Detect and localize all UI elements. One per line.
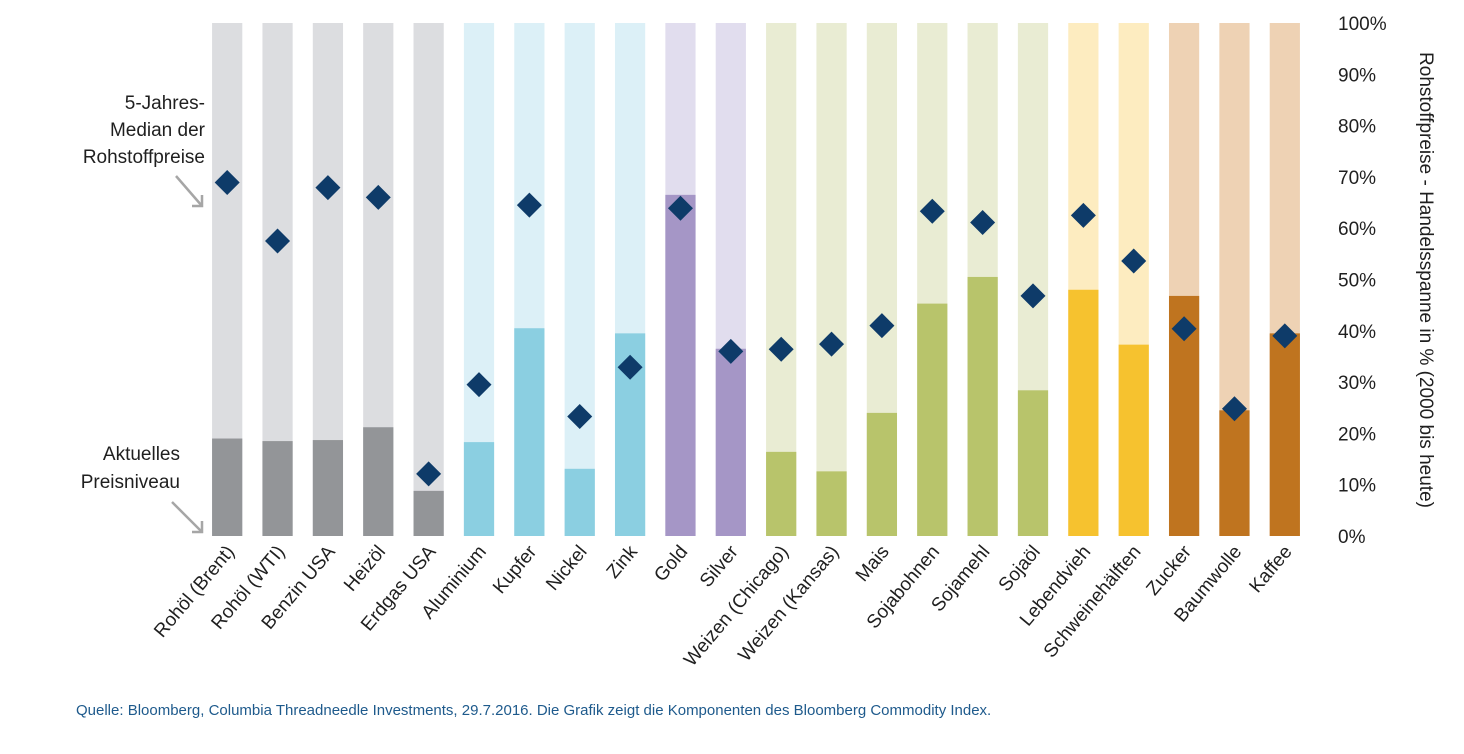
current-bar-sojabohnen [917,303,948,536]
median-marker-rohoel-brent [214,170,240,196]
current-annotation: Aktuelles Preisniveau [81,444,204,534]
current-annotation-line-2: Preisniveau [81,472,180,493]
source-note: Quelle: Bloomberg, Columbia Threadneedle… [76,702,992,719]
range-bar-nickel [564,23,595,536]
median-marker-silver [718,338,744,364]
commodity-range-chart: 0% 10% 20% 30% 40% 50% 60% 70% 80% 90% 100% Rohöl … [81,14,1436,671]
current-bar-weizen-chicago [766,451,797,536]
median-annotation: 5-Jahres- Median der Rohstoffpreise [83,93,206,208]
range-bar-weizen-kansas [816,23,847,536]
median-marker-schweinehaelften [1121,248,1147,274]
y-axis-label: Rohstoffpreise - Handelsspanne in % (200… [1415,52,1436,508]
y-tick-label-80: 80% [1338,117,1376,138]
current-annotation-line-1: Aktuelles [103,444,180,465]
markers-layer [214,170,1298,487]
current-bar-aluminium [463,442,495,536]
median-marker-zink [617,354,643,380]
median-marker-erdgas-usa [416,461,442,487]
median-marker-zucker [1171,316,1197,342]
current-bar-benzin-usa [312,440,344,536]
current-bar-lebendvieh [1068,289,1099,536]
median-arrow-icon [175,175,204,208]
median-marker-mais [869,313,895,339]
current-bar-sojaoel [1017,390,1049,536]
current-bar-silver [715,348,746,536]
median-marker-sojabohnen [919,198,945,224]
category-label-silver: Silver [696,541,743,591]
category-label-kaffee: Kaffee [1245,542,1296,597]
y-tick-label-20: 20% [1338,424,1376,445]
category-label-heizoel: Heizöl [340,542,390,596]
median-annotation-line-1: 5-Jahres- [125,93,205,114]
current-bar-schweinehaelften [1118,344,1149,536]
category-label-zink: Zink [603,541,642,582]
range-bar-weizen-chicago [766,23,797,536]
current-bar-gold [665,194,696,537]
median-marker-weizen-chicago [768,336,794,362]
y-axis-ticks: 0% 10% 20% 30% 40% 50% 60% 70% 80% 90% 100% [1338,14,1387,548]
median-marker-weizen-kansas [819,331,845,357]
y-tick-label-0: 0% [1338,527,1366,548]
category-label-sojaoel: Sojaöl [995,542,1045,596]
current-bar-erdgas-usa [413,490,444,536]
category-label-nickel: Nickel [542,542,591,595]
median-marker-sojaoel [1020,283,1046,309]
current-bar-kaffee [1269,333,1300,536]
median-marker-benzin-usa [315,175,341,201]
median-marker-aluminium [466,372,492,398]
median-marker-gold [667,195,693,221]
y-tick-label-90: 90% [1338,65,1376,86]
median-marker-baumwolle [1221,396,1247,422]
current-bar-rohoel-brent [212,438,243,536]
median-marker-kaffee [1272,323,1298,349]
median-annotation-line-3: Rohstoffpreise [83,147,205,168]
y-tick-label-100: 100% [1338,14,1387,35]
category-label-mais: Mais [852,542,894,586]
current-arrow-icon [171,501,204,534]
range-bar-erdgas-usa [413,23,444,536]
current-bar-baumwolle [1219,410,1250,536]
current-bar-heizoel [363,427,394,536]
current-bar-rohoel-wti [262,441,293,536]
current-bar-kupfer [514,328,545,536]
median-marker-lebendvieh [1070,202,1096,228]
category-label-kupfer: Kupfer [489,541,542,598]
current-bar-sojamehl [967,276,998,536]
y-tick-label-40: 40% [1338,322,1376,343]
median-marker-kupfer [516,192,542,218]
y-tick-label-30: 30% [1338,373,1376,394]
current-bar-weizen-kansas [816,471,847,536]
y-tick-label-10: 10% [1338,476,1376,497]
y-tick-label-50: 50% [1338,271,1376,292]
y-tick-label-60: 60% [1338,219,1376,240]
median-annotation-line-2: Median der [110,120,206,141]
median-marker-heizoel [365,184,391,210]
bars-layer [212,23,1300,537]
category-label-gold: Gold [650,542,692,586]
median-marker-nickel [567,403,593,429]
median-marker-sojamehl [970,210,996,236]
current-bar-mais [866,412,898,536]
category-labels: Rohöl (Brent)Rohöl (WTI)Benzin USA Heizöl… [150,541,1296,670]
current-bar-nickel [564,468,595,536]
median-marker-rohoel-wti [265,228,291,254]
y-tick-label-70: 70% [1338,168,1376,189]
